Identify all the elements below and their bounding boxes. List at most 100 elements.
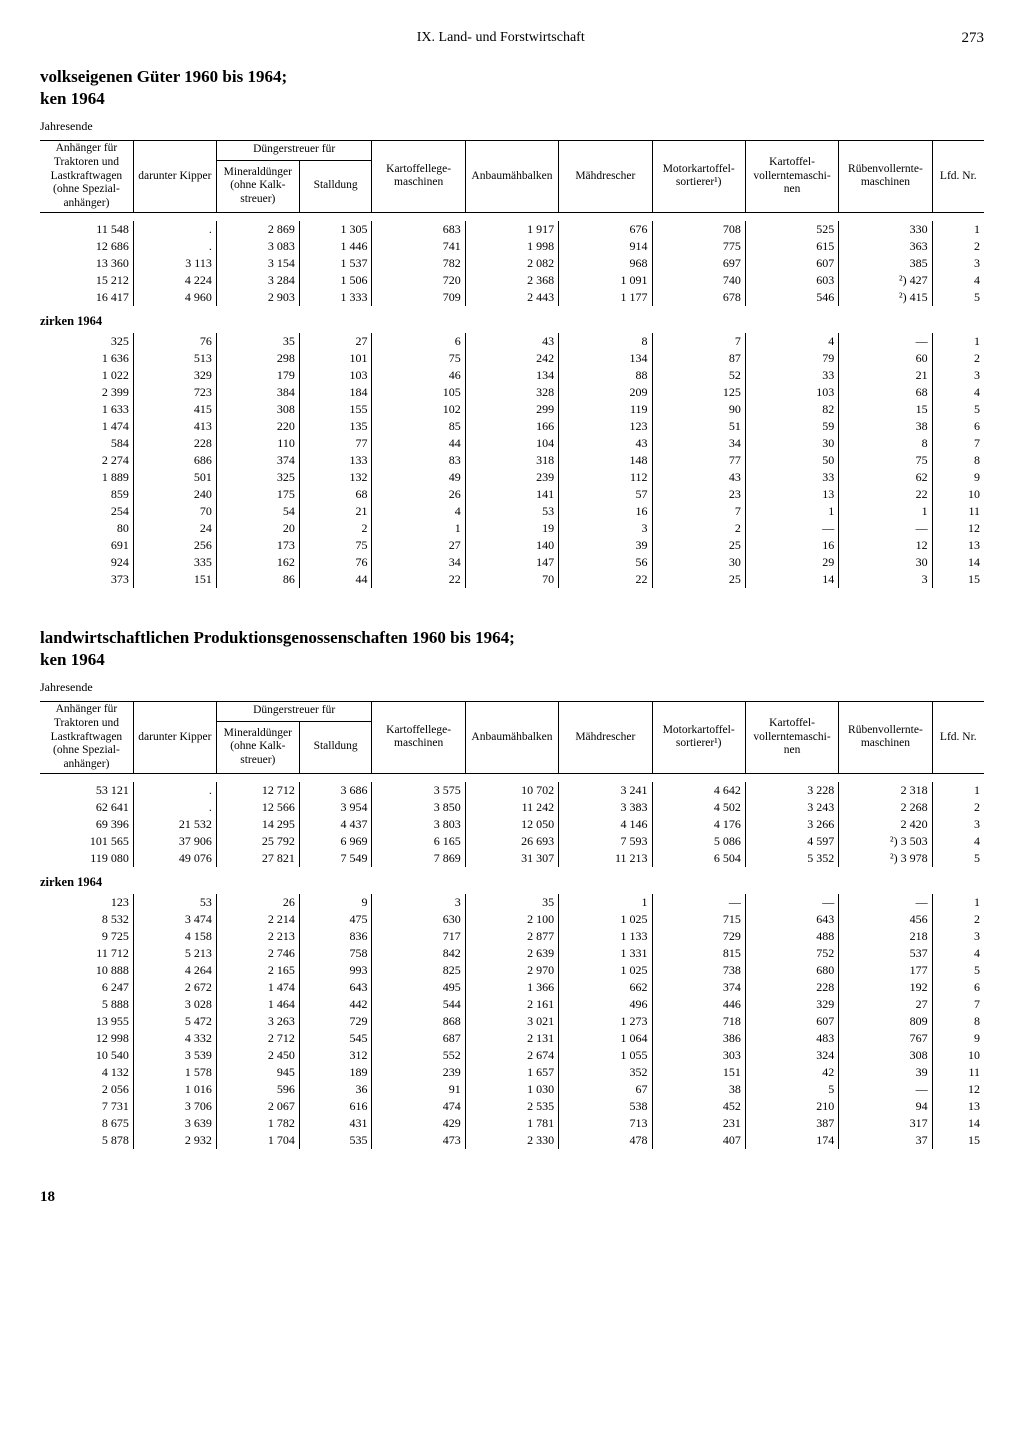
- table-cell: 2: [932, 911, 984, 928]
- table-cell: 5: [932, 850, 984, 867]
- table-cell: 2 100: [465, 911, 558, 928]
- table-cell: 11 213: [559, 850, 652, 867]
- table-cell: 1: [932, 333, 984, 350]
- table1: Anhänger für Trak­toren und Lastkraft­wa…: [40, 140, 984, 588]
- table-cell: 483: [745, 1030, 838, 1047]
- table-cell: 1 177: [559, 289, 652, 306]
- table-cell: 175: [216, 486, 299, 503]
- table-cell: 3 850: [372, 799, 465, 816]
- table-cell: 1: [372, 520, 465, 537]
- table-cell: 12 712: [216, 782, 299, 799]
- table-cell: 723: [133, 384, 216, 401]
- table-cell: 69 396: [40, 816, 133, 833]
- table-cell: 141: [465, 486, 558, 503]
- table-cell: 210: [745, 1098, 838, 1115]
- table-cell: 77: [652, 452, 745, 469]
- table-cell: 303: [652, 1047, 745, 1064]
- table-cell: 1 333: [299, 289, 372, 306]
- table-cell: 1 025: [559, 962, 652, 979]
- table-cell: 299: [465, 401, 558, 418]
- table-cell: 15 212: [40, 272, 133, 289]
- table-cell: 119 080: [40, 850, 133, 867]
- table-cell: 3: [932, 816, 984, 833]
- table-cell: 12 566: [216, 799, 299, 816]
- table-cell: 43: [559, 435, 652, 452]
- table-cell: 1 917: [465, 221, 558, 238]
- table-cell: 254: [40, 503, 133, 520]
- table-cell: 3: [932, 255, 984, 272]
- table-cell: 228: [133, 435, 216, 452]
- table-cell: 70: [465, 571, 558, 588]
- table-cell: 1 781: [465, 1115, 558, 1132]
- table-cell: 374: [216, 452, 299, 469]
- table-cell: 697: [652, 255, 745, 272]
- table-cell: 77: [299, 435, 372, 452]
- table-cell: 13: [932, 1098, 984, 1115]
- table-cell: 1 305: [299, 221, 372, 238]
- table-cell: 85: [372, 418, 465, 435]
- table-cell: 2 932: [133, 1132, 216, 1149]
- table-cell: 2 213: [216, 928, 299, 945]
- table-cell: 2 674: [465, 1047, 558, 1064]
- table-cell: 501: [133, 469, 216, 486]
- table-cell: 2 712: [216, 1030, 299, 1047]
- table-cell: 76: [299, 554, 372, 571]
- table-cell: 545: [299, 1030, 372, 1047]
- table-cell: 12 686: [40, 238, 133, 255]
- table-cell: 189: [299, 1064, 372, 1081]
- table-cell: 544: [372, 996, 465, 1013]
- table-cell: 4 642: [652, 782, 745, 799]
- table-cell: 26: [372, 486, 465, 503]
- table-cell: 5 213: [133, 945, 216, 962]
- table-cell: 3 474: [133, 911, 216, 928]
- table-cell: 80: [40, 520, 133, 537]
- table-cell: 148: [559, 452, 652, 469]
- table-cell: 7: [652, 333, 745, 350]
- table-cell: 2 535: [465, 1098, 558, 1115]
- table-cell: 317: [839, 1115, 932, 1132]
- table-cell: 2 368: [465, 272, 558, 289]
- table-cell: 173: [216, 537, 299, 554]
- table-cell: 607: [745, 255, 838, 272]
- table-cell: 3 228: [745, 782, 838, 799]
- table-cell: 1 025: [559, 911, 652, 928]
- table-cell: 603: [745, 272, 838, 289]
- table-cell: 8: [839, 435, 932, 452]
- table-cell: 31 307: [465, 850, 558, 867]
- table-cell: 33: [745, 469, 838, 486]
- table-cell: 6: [932, 418, 984, 435]
- table-cell: 4: [932, 945, 984, 962]
- table-cell: 33: [745, 367, 838, 384]
- table-cell: ²) 427: [839, 272, 932, 289]
- table-cell: 308: [216, 401, 299, 418]
- table-cell: 1 657: [465, 1064, 558, 1081]
- table-cell: 384: [216, 384, 299, 401]
- table-cell: 298: [216, 350, 299, 367]
- table-cell: 49 076: [133, 850, 216, 867]
- table-cell: .: [133, 238, 216, 255]
- table-cell: 630: [372, 911, 465, 928]
- table-cell: 3 575: [372, 782, 465, 799]
- table-cell: 328: [465, 384, 558, 401]
- table-cell: 1: [932, 782, 984, 799]
- table-cell: 13 360: [40, 255, 133, 272]
- table-cell: 2 903: [216, 289, 299, 306]
- table-cell: 5 352: [745, 850, 838, 867]
- table-cell: 330: [839, 221, 932, 238]
- table1-subtitle: ken 1964: [40, 89, 984, 109]
- table-cell: 446: [652, 996, 745, 1013]
- table-cell: 39: [559, 537, 652, 554]
- table-cell: 1 506: [299, 272, 372, 289]
- table-cell: 135: [299, 418, 372, 435]
- table-cell: 162: [216, 554, 299, 571]
- table2-subtitle: ken 1964: [40, 650, 984, 670]
- table-cell: 38: [839, 418, 932, 435]
- table-cell: 385: [839, 255, 932, 272]
- table-cell: 6: [932, 979, 984, 996]
- table-cell: 2: [932, 350, 984, 367]
- table-cell: .: [133, 782, 216, 799]
- table-cell: 537: [839, 945, 932, 962]
- table-cell: 67: [559, 1081, 652, 1098]
- table-cell: 718: [652, 1013, 745, 1030]
- table-cell: 43: [652, 469, 745, 486]
